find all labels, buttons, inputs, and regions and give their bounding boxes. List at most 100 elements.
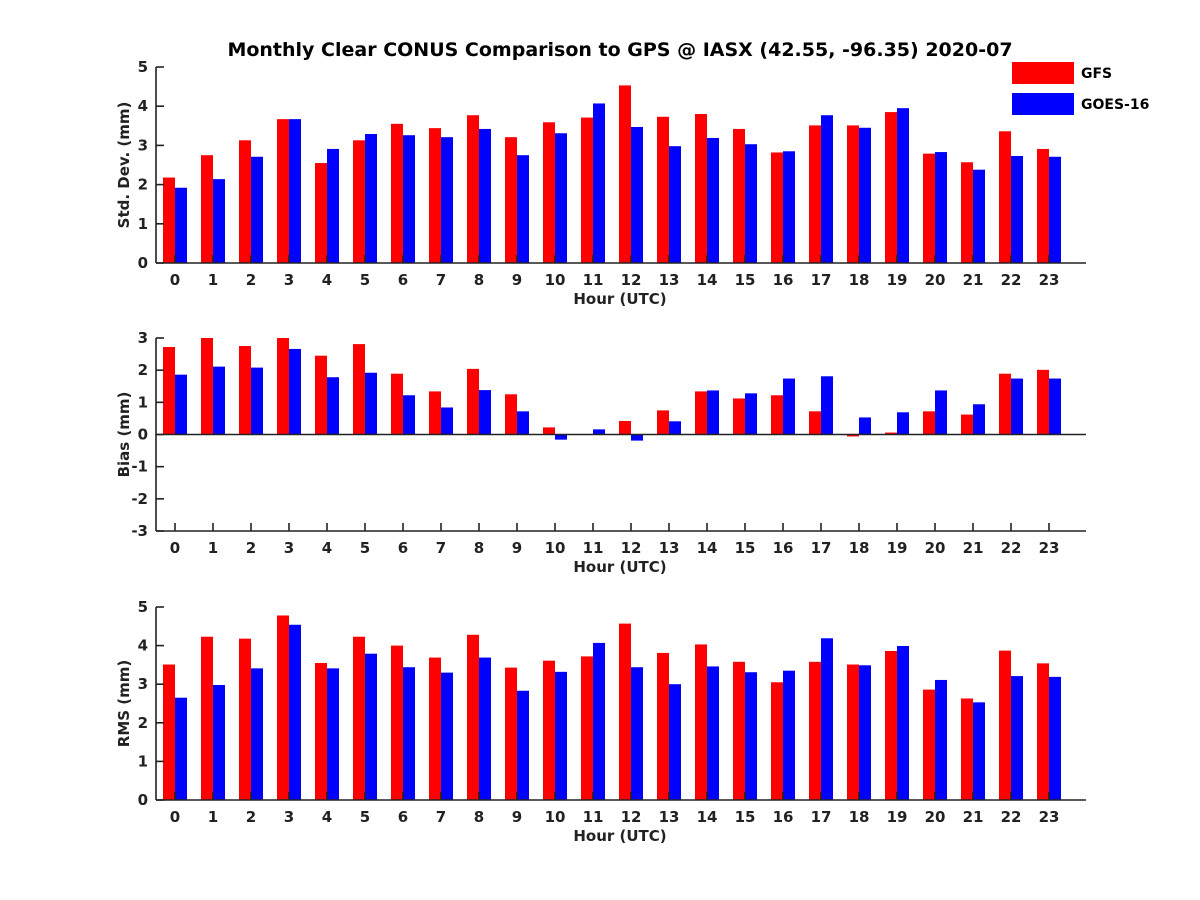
bias-bar-gfs-17 [809, 411, 821, 435]
std-dev-x-tick-label: 7 [436, 271, 446, 289]
bias-x-tick-label: 16 [773, 539, 794, 557]
bias-bar-gfs-7 [429, 391, 441, 435]
bias-x-tick-label: 17 [811, 539, 832, 557]
rms-bar-gfs-18 [847, 664, 859, 800]
std-dev-bar-goes-16-13 [669, 146, 681, 263]
rms-bar-goes-16-4 [327, 668, 339, 800]
rms-x-tick-label: 9 [512, 808, 522, 826]
bias-y-tick-label: -2 [131, 490, 148, 508]
rms-bar-gfs-22 [999, 650, 1011, 800]
rms-bar-goes-16-6 [403, 667, 415, 800]
rms-x-tick-label: 14 [697, 808, 718, 826]
bias-bar-gfs-13 [657, 410, 669, 435]
rms-bar-goes-16-16 [783, 670, 795, 800]
std-dev-y-tick-label: 2 [138, 176, 148, 194]
bias-x-tick-label: 1 [208, 539, 218, 557]
bias-y-tick-label: -3 [131, 522, 148, 540]
std-dev-bar-gfs-14 [695, 114, 707, 263]
bias-bar-goes-16-7 [441, 407, 453, 435]
rms-x-tick-label: 16 [773, 808, 794, 826]
rms-bar-gfs-9 [505, 667, 517, 800]
std-dev-x-tick-label: 15 [735, 271, 756, 289]
rms-bar-goes-16-11 [593, 642, 605, 800]
rms-bar-gfs-2 [239, 638, 251, 800]
std-dev-bar-goes-16-18 [859, 127, 871, 263]
bias-bar-gfs-21 [961, 414, 973, 435]
std-dev-x-tick-label: 2 [246, 271, 256, 289]
std-dev-bar-gfs-6 [391, 123, 403, 263]
std-dev-bar-gfs-13 [657, 116, 669, 263]
rms-bar-goes-16-17 [821, 638, 833, 800]
rms-x-tick-label: 11 [583, 808, 604, 826]
rms-bar-goes-16-5 [365, 653, 377, 800]
rms-x-tick-label: 3 [284, 808, 294, 826]
rms-bar-goes-16-15 [745, 672, 757, 800]
bias-bar-goes-16-13 [669, 421, 681, 435]
bias-bar-gfs-15 [733, 398, 745, 435]
bias-bar-goes-16-5 [365, 372, 377, 435]
rms-bar-gfs-14 [695, 644, 707, 800]
rms-bar-goes-16-20 [935, 679, 947, 800]
legend-swatch-gfs [1012, 62, 1074, 84]
bias-bar-gfs-23 [1037, 369, 1049, 435]
std-dev-bar-goes-16-3 [289, 119, 301, 263]
bias-bar-gfs-22 [999, 373, 1011, 435]
bias-y-tick-label: -1 [131, 458, 148, 476]
std-dev-bar-gfs-22 [999, 131, 1011, 263]
std-dev-bar-gfs-2 [239, 140, 251, 263]
bias-x-tick-label: 2 [246, 539, 256, 557]
rms-bar-goes-16-1 [213, 684, 225, 800]
rms-x-tick-label: 10 [545, 808, 566, 826]
rms-x-tick-label: 15 [735, 808, 756, 826]
bias-bar-gfs-20 [923, 411, 935, 435]
bias-bar-goes-16-22 [1011, 378, 1023, 435]
std-dev-bar-goes-16-16 [783, 151, 795, 263]
std-dev-bar-gfs-11 [581, 117, 593, 263]
bias-bar-gfs-14 [695, 391, 707, 435]
bias-bar-gfs-0 [163, 347, 175, 435]
std-dev-bar-gfs-12 [619, 85, 631, 263]
std-dev-x-tick-label: 22 [1001, 271, 1022, 289]
std-dev-bar-goes-16-21 [973, 169, 985, 263]
bias-x-tick-label: 7 [436, 539, 446, 557]
std-dev-bar-gfs-16 [771, 152, 783, 263]
bias-bar-goes-16-11 [593, 429, 605, 435]
rms-bar-goes-16-19 [897, 645, 909, 800]
bias-bar-gfs-3 [277, 338, 289, 435]
rms-x-tick-label: 12 [621, 808, 642, 826]
std-dev-bar-gfs-18 [847, 125, 859, 263]
std-dev-bar-goes-16-9 [517, 155, 529, 263]
rms-bar-gfs-16 [771, 682, 783, 800]
std-dev-bar-goes-16-4 [327, 148, 339, 263]
bias-y-axis-label: Bias (mm) [115, 392, 133, 478]
rms-x-tick-label: 21 [963, 808, 984, 826]
rms-x-tick-label: 22 [1001, 808, 1022, 826]
std-dev-x-tick-label: 10 [545, 271, 566, 289]
bias-bar-gfs-1 [201, 338, 213, 435]
rms-bar-gfs-15 [733, 661, 745, 800]
std-dev-bar-gfs-15 [733, 128, 745, 263]
bias-y-tick-label: 2 [138, 361, 148, 379]
std-dev-x-tick-label: 6 [398, 271, 408, 289]
rms-bar-goes-16-0 [175, 697, 187, 800]
std-dev-bar-gfs-21 [961, 162, 973, 263]
std-dev-bar-goes-16-11 [593, 103, 605, 264]
rms-bar-goes-16-13 [669, 684, 681, 800]
bias-bar-goes-16-2 [251, 367, 263, 435]
rms-bar-gfs-19 [885, 651, 897, 800]
std-dev-x-tick-label: 18 [849, 271, 870, 289]
rms-bar-gfs-11 [581, 656, 593, 800]
std-dev-bar-goes-16-8 [479, 128, 491, 263]
std-dev-bar-gfs-1 [201, 155, 213, 263]
bias-x-tick-label: 0 [170, 539, 180, 557]
bias-bar-goes-16-8 [479, 390, 491, 435]
bias-bar-gfs-2 [239, 346, 251, 435]
std-dev-x-tick-label: 19 [887, 271, 908, 289]
std-dev-bar-gfs-23 [1037, 148, 1049, 263]
rms-bar-goes-16-12 [631, 667, 643, 800]
rms-x-tick-label: 0 [170, 808, 180, 826]
bias-x-tick-label: 23 [1039, 539, 1060, 557]
std-dev-bar-gfs-9 [505, 137, 517, 263]
